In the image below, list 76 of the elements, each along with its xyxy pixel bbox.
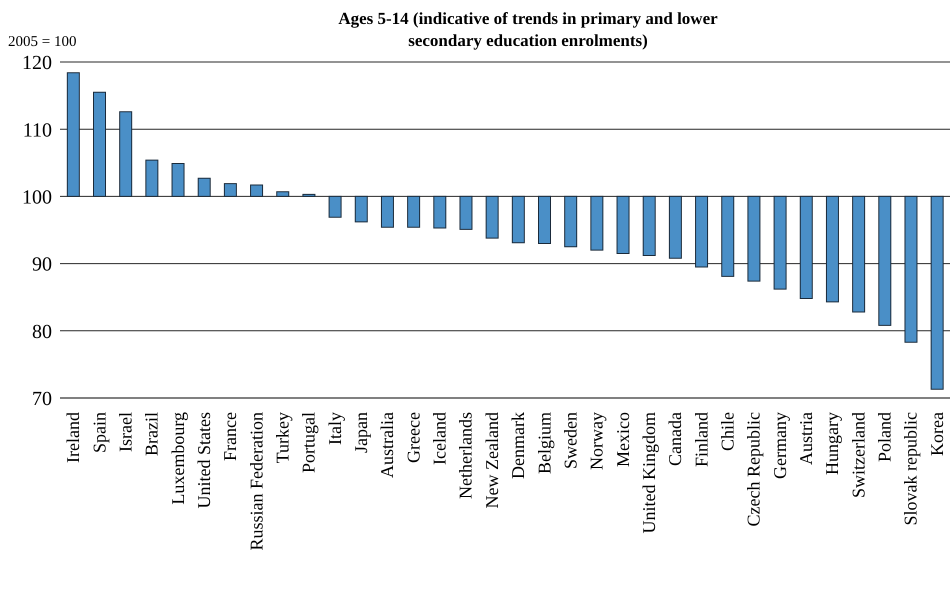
- bar: [904, 196, 918, 343]
- bar: [826, 196, 839, 302]
- x-tick-label: Italy: [324, 412, 345, 445]
- x-tick-label: Chile: [718, 412, 738, 451]
- x-tick-label: Switzerland: [848, 412, 868, 498]
- x-tick-label: Hungary: [822, 412, 842, 475]
- bar: [878, 196, 892, 326]
- x-tick-label: Greece: [403, 412, 424, 463]
- bar: [668, 196, 682, 259]
- bar: [93, 92, 106, 197]
- bar: [224, 183, 237, 197]
- bar: [459, 196, 472, 230]
- bar: [407, 196, 420, 228]
- bar: [433, 196, 446, 228]
- bar: [145, 160, 158, 197]
- x-tick-label: Germany: [770, 412, 790, 479]
- bar: [930, 196, 944, 390]
- x-tick-label: Luxembourg: [168, 412, 188, 505]
- bar: [747, 196, 760, 282]
- x-tick-label: Japan: [351, 412, 372, 453]
- x-tick-label: Norway: [586, 412, 607, 470]
- bar: [695, 196, 708, 268]
- y-tick-label: 70: [32, 388, 52, 410]
- y-axis-title: 2005 = 100: [8, 34, 76, 51]
- bar: [616, 196, 630, 254]
- x-tick-label: Belgium: [534, 412, 554, 474]
- x-tick-label: Finland: [691, 412, 712, 468]
- x-tick-label: Sweden: [560, 412, 580, 469]
- y-tick-label: 120: [22, 52, 52, 74]
- x-tick-label: Czech Republic: [744, 412, 764, 526]
- bar: [642, 196, 656, 256]
- bar: [774, 196, 787, 290]
- x-tick-label: Austria: [796, 412, 816, 465]
- bar: [302, 194, 316, 197]
- x-tick-label: France: [220, 412, 240, 461]
- bar: [721, 196, 734, 277]
- x-tick-label: Spain: [89, 412, 110, 454]
- x-tick-label: Ireland: [63, 412, 84, 463]
- x-tick-label: Denmark: [508, 412, 528, 479]
- x-tick-label: Turkey: [272, 412, 292, 464]
- x-tick-label: Portugal: [298, 412, 319, 473]
- bar: [198, 178, 211, 197]
- bar: [354, 196, 368, 222]
- x-tick-label: New Zealand: [482, 412, 502, 508]
- bar: [119, 111, 132, 197]
- bar: [852, 196, 866, 312]
- x-tick-label: Netherlands: [456, 412, 476, 499]
- x-tick-label: Canada: [665, 412, 686, 466]
- bar: [512, 196, 525, 244]
- y-tick-label: 110: [22, 119, 52, 142]
- x-tick-label: Iceland: [430, 412, 450, 465]
- x-tick-label: Australia: [377, 412, 398, 478]
- y-tick-label: 100: [22, 186, 52, 208]
- y-tick-label: 80: [32, 320, 52, 343]
- x-tick-label: Mexico: [612, 412, 633, 467]
- bar: [800, 196, 813, 300]
- bar: [564, 196, 578, 248]
- y-tick-label: 90: [32, 254, 52, 276]
- x-tick-label: Israel: [115, 412, 136, 452]
- bar: [66, 72, 80, 197]
- bar: [538, 196, 552, 244]
- x-tick-label: Slovak republic: [900, 412, 921, 526]
- bar: [276, 191, 290, 197]
- x-tick-label: Russian Federation: [246, 412, 266, 550]
- x-tick-label: Korea: [926, 412, 947, 456]
- chart-title: Ages 5-14 (indicative of trends in primary and lower secondary education enrolments): [337, 8, 719, 52]
- x-tick-label: United Kingdom: [638, 412, 659, 534]
- bar: [250, 184, 264, 197]
- bar: [328, 196, 342, 218]
- x-tick-label: United States: [194, 412, 214, 508]
- x-tick-label: Poland: [874, 412, 895, 462]
- x-tick-label: Brazil: [142, 412, 162, 456]
- bar: [380, 196, 394, 228]
- bar: [172, 162, 185, 197]
- bar: [590, 196, 604, 251]
- bar: [486, 196, 499, 239]
